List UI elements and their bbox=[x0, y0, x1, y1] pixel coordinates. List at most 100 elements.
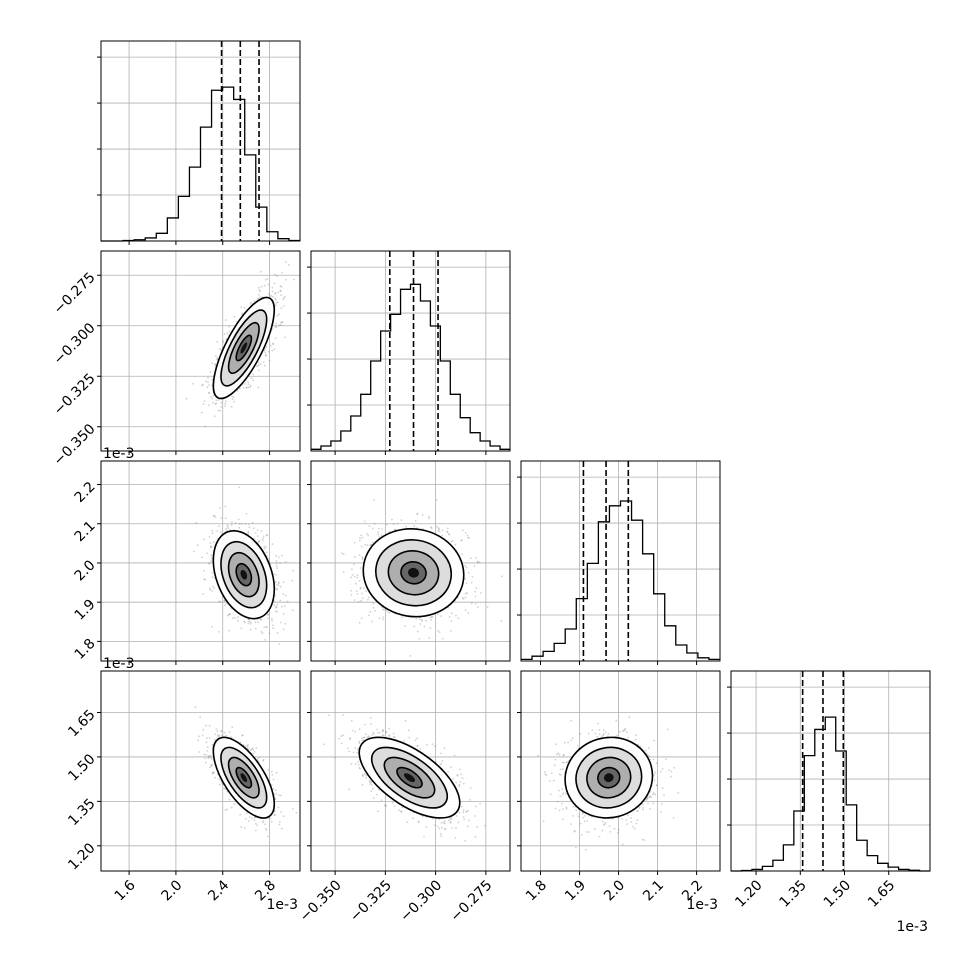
sample-point bbox=[202, 383, 204, 386]
sample-point bbox=[212, 394, 215, 397]
sample-point bbox=[370, 620, 373, 623]
sample-point bbox=[353, 599, 356, 601]
sample-point bbox=[361, 536, 364, 539]
sample-point bbox=[437, 528, 440, 531]
sample-point bbox=[272, 343, 275, 346]
sample-point bbox=[361, 556, 364, 559]
sample-point bbox=[207, 757, 210, 760]
sample-point bbox=[223, 333, 226, 335]
sample-point bbox=[420, 619, 423, 621]
sample-point bbox=[205, 380, 208, 383]
sample-point bbox=[224, 505, 227, 508]
sample-point bbox=[230, 524, 233, 526]
sample-point bbox=[195, 521, 198, 524]
sample-point bbox=[275, 605, 278, 608]
sample-point bbox=[464, 577, 467, 580]
sample-point bbox=[209, 371, 212, 373]
sample-point bbox=[208, 754, 210, 757]
sample-point bbox=[264, 364, 266, 367]
density-peak bbox=[407, 567, 420, 578]
sample-point bbox=[475, 556, 477, 559]
sample-point bbox=[259, 363, 262, 365]
sample-point bbox=[230, 736, 232, 739]
sample-point bbox=[360, 545, 363, 548]
sample-point bbox=[272, 627, 274, 630]
sample-point bbox=[277, 584, 280, 587]
sample-point bbox=[217, 399, 220, 401]
sample-point bbox=[230, 806, 233, 809]
sample-point bbox=[284, 295, 286, 298]
sample-point bbox=[464, 532, 467, 534]
sample-point bbox=[284, 622, 287, 625]
sample-point bbox=[267, 283, 270, 286]
sample-point bbox=[228, 330, 231, 333]
sample-point bbox=[276, 587, 278, 590]
sample-point bbox=[360, 599, 362, 602]
sample-point bbox=[241, 312, 244, 315]
sample-point bbox=[261, 537, 264, 540]
sample-point bbox=[281, 605, 283, 608]
sample-point bbox=[361, 558, 364, 561]
sample-point bbox=[366, 533, 369, 535]
sample-point bbox=[226, 525, 229, 528]
sample-point bbox=[468, 537, 471, 539]
sample-point bbox=[279, 289, 282, 292]
sample-point bbox=[216, 356, 219, 359]
sample-point bbox=[254, 621, 257, 624]
sample-point bbox=[396, 522, 399, 525]
sample-point bbox=[202, 593, 204, 595]
sample-point bbox=[220, 517, 223, 519]
sample-point bbox=[214, 355, 217, 357]
sample-point bbox=[224, 517, 227, 520]
sample-point bbox=[206, 746, 209, 748]
sample-point bbox=[430, 619, 433, 621]
sample-point bbox=[207, 562, 210, 565]
sample-point bbox=[356, 576, 359, 579]
sample-point bbox=[204, 578, 207, 581]
sample-point bbox=[446, 531, 449, 533]
sample-point bbox=[194, 706, 197, 709]
sample-point bbox=[275, 304, 277, 307]
sample-point bbox=[373, 522, 376, 525]
sample-point bbox=[220, 349, 223, 351]
sample-point bbox=[238, 486, 241, 489]
sample-point bbox=[258, 361, 260, 364]
sample-point bbox=[257, 757, 259, 760]
sample-point bbox=[438, 530, 441, 533]
sample-point bbox=[247, 383, 250, 386]
sample-point bbox=[238, 522, 241, 525]
sample-point bbox=[358, 621, 361, 624]
sample-point bbox=[423, 625, 426, 628]
sample-point bbox=[446, 530, 448, 533]
sample-point bbox=[248, 618, 251, 621]
sample-point bbox=[258, 540, 260, 543]
sample-point bbox=[256, 365, 258, 368]
panel-frame bbox=[100, 40, 301, 242]
sample-point bbox=[280, 286, 283, 288]
sample-point bbox=[351, 574, 354, 576]
sample-point bbox=[209, 766, 211, 769]
sample-point bbox=[284, 605, 286, 607]
sample-point bbox=[351, 568, 353, 570]
sample-point bbox=[198, 735, 200, 738]
sample-point bbox=[265, 546, 267, 549]
sample-point bbox=[360, 586, 362, 589]
sample-point bbox=[214, 363, 216, 366]
sample-point bbox=[380, 534, 383, 536]
sample-point bbox=[353, 575, 356, 578]
sample-point bbox=[358, 580, 361, 582]
sample-point bbox=[226, 332, 229, 335]
sample-point bbox=[207, 381, 209, 384]
sample-point bbox=[220, 730, 223, 733]
sample-point bbox=[448, 533, 450, 536]
sample-point bbox=[276, 603, 279, 606]
sample-point bbox=[465, 582, 468, 585]
sample-point bbox=[430, 616, 433, 618]
sample-point bbox=[437, 629, 440, 632]
sample-point bbox=[244, 745, 247, 747]
sample-point bbox=[355, 590, 358, 592]
sample-point bbox=[268, 292, 270, 295]
sample-point bbox=[281, 272, 283, 274]
sample-point bbox=[355, 582, 357, 585]
sample-point bbox=[255, 822, 257, 825]
